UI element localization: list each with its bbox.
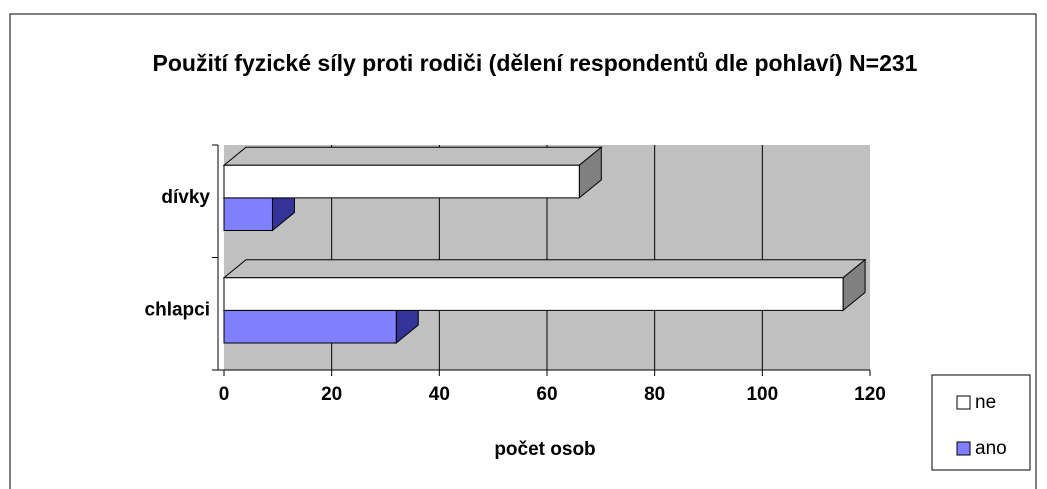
x-tick-label: 120 bbox=[854, 384, 886, 405]
y-tick-label: dívky bbox=[161, 187, 210, 208]
bar bbox=[223, 197, 273, 231]
legend-swatch bbox=[956, 441, 971, 456]
bar-top bbox=[222, 259, 867, 279]
x-tick-label: 0 bbox=[219, 384, 230, 405]
legend-label: ano bbox=[975, 438, 1007, 459]
bar bbox=[223, 277, 844, 311]
x-tick-label: 20 bbox=[321, 384, 342, 405]
x-tick-label: 80 bbox=[644, 384, 665, 405]
bar bbox=[223, 309, 397, 344]
bar-top bbox=[222, 146, 603, 166]
x-axis-label: počet osob bbox=[494, 439, 595, 460]
legend-label: ne bbox=[975, 392, 996, 413]
chart-title: Použití fyzické síly proti rodiči (dělen… bbox=[152, 50, 918, 76]
x-tick-label: 40 bbox=[429, 384, 450, 405]
legend-swatch bbox=[956, 395, 971, 410]
bar bbox=[223, 164, 580, 199]
x-tick-label: 100 bbox=[746, 384, 778, 405]
legend-box bbox=[931, 374, 1031, 471]
y-tick-label: chlapci bbox=[145, 299, 210, 320]
x-tick-label: 60 bbox=[536, 384, 557, 405]
